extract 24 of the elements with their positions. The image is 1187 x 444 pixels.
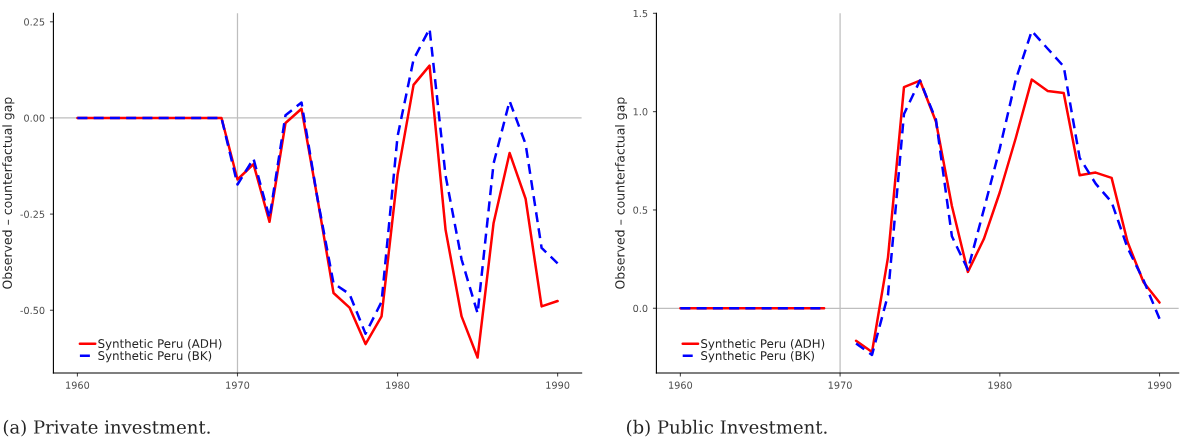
x-tick-label: 1960	[669, 381, 693, 389]
x-tick-label: 1990	[1148, 381, 1172, 389]
y-tick-label: -0.50	[20, 306, 45, 315]
x-tick-label: 1980	[988, 381, 1012, 389]
legend-label: Synthetic Peru (ADH)	[701, 338, 825, 351]
x-tick-label: 1990	[546, 381, 570, 389]
legend-label: Synthetic Peru (BK)	[701, 350, 814, 363]
text: (b) Public Investment.	[626, 419, 827, 437]
x-tick-label: 1980	[386, 381, 410, 389]
x-tick-label: 1970	[226, 381, 250, 389]
legend-label: Synthetic Peru (ADH)	[98, 338, 222, 351]
x-tick-label: 1960	[66, 381, 90, 389]
y-axis-title: Observed – counterfactual gap	[2, 97, 15, 289]
x-tick-label: 1970	[828, 381, 852, 389]
text: (a) Private investment.	[3, 419, 210, 437]
legend-label: Synthetic Peru (BK)	[98, 350, 212, 363]
y-axis-title: Observed – counterfactual gap	[614, 97, 628, 289]
y-tick-label: -0.25	[20, 210, 45, 218]
y-tick-label: 0.00	[24, 114, 45, 122]
y-tick-label: 0.0	[633, 304, 648, 313]
y-tick-label: 0.25	[24, 18, 45, 26]
y-tick-label: 0.5	[633, 206, 648, 214]
y-tick-label: 1.0	[633, 108, 648, 116]
y-tick-label: 1.5	[633, 9, 648, 18]
